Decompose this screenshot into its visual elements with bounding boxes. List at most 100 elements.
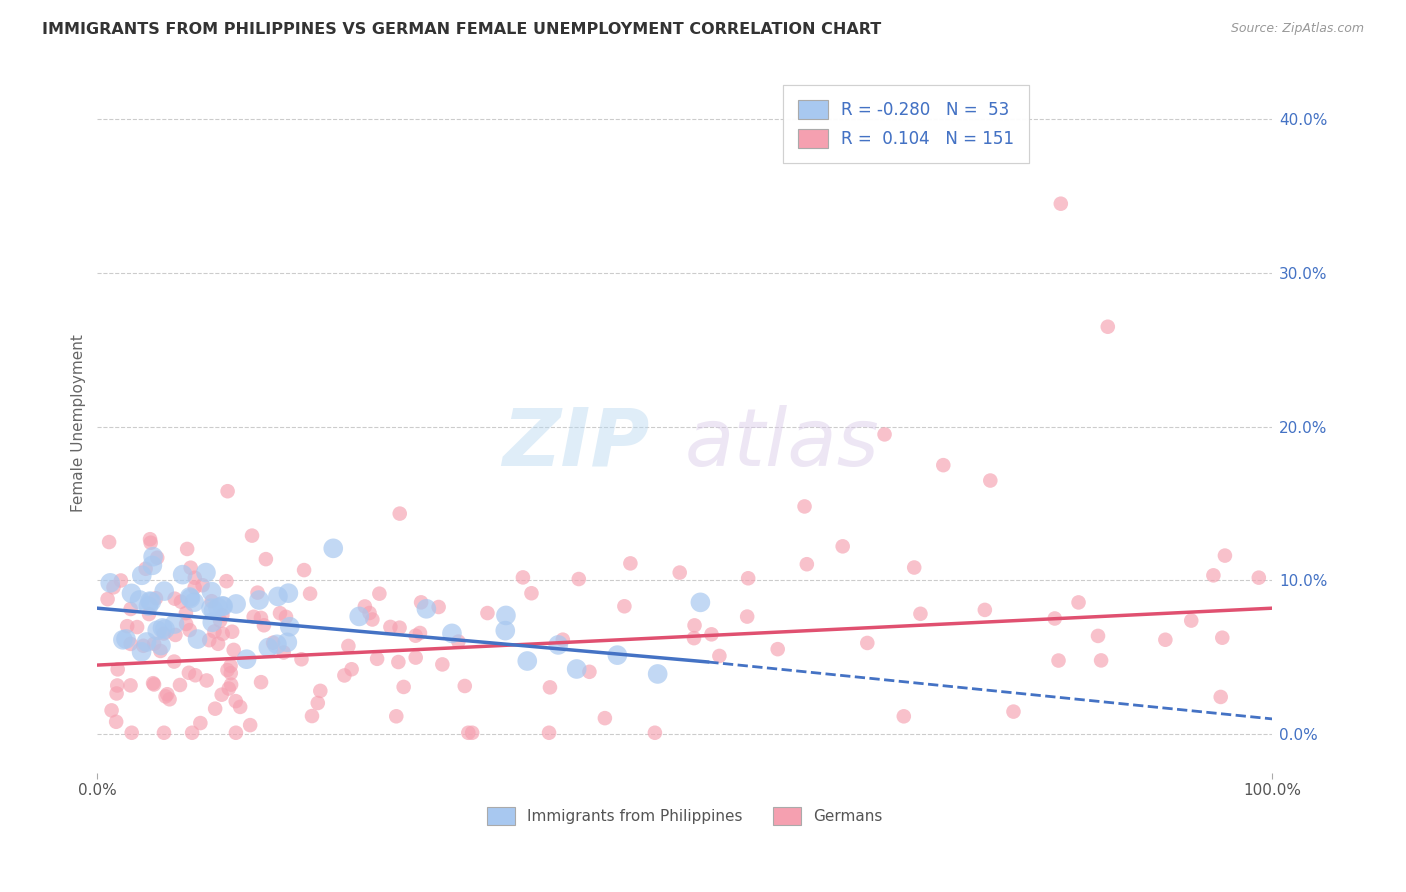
Point <box>910 607 932 621</box>
Point <box>290 652 312 666</box>
Point <box>409 626 432 640</box>
Point <box>195 673 218 688</box>
Point <box>207 637 229 651</box>
Point <box>131 645 153 659</box>
Point <box>98 535 121 549</box>
Point <box>219 666 242 681</box>
Point <box>606 648 628 662</box>
Point <box>333 668 356 682</box>
Point <box>198 633 221 648</box>
Point <box>142 549 165 564</box>
Point <box>454 679 477 693</box>
Point <box>392 680 415 694</box>
Point <box>538 725 561 739</box>
Point <box>156 687 179 701</box>
Point <box>204 624 226 639</box>
Point <box>1047 654 1070 668</box>
Point <box>143 677 166 691</box>
Point <box>138 599 160 613</box>
Point <box>169 678 191 692</box>
Point <box>619 557 641 571</box>
Point <box>141 558 163 573</box>
Point <box>516 654 538 668</box>
Point <box>1247 571 1270 585</box>
Point <box>152 626 174 640</box>
Point <box>146 550 169 565</box>
Text: Source: ZipAtlas.com: Source: ZipAtlas.com <box>1230 22 1364 36</box>
Point <box>578 665 600 679</box>
Point <box>174 606 197 620</box>
Point <box>520 586 543 600</box>
Point <box>152 621 174 635</box>
Point <box>250 611 273 625</box>
Point <box>547 638 569 652</box>
Point <box>551 632 574 647</box>
Point <box>153 622 176 636</box>
Text: IMMIGRANTS FROM PHILIPPINES VS GERMAN FEMALE UNEMPLOYMENT CORRELATION CHART: IMMIGRANTS FROM PHILIPPINES VS GERMAN FE… <box>42 22 882 37</box>
Point <box>211 599 233 613</box>
Point <box>186 632 208 646</box>
Point <box>689 595 711 609</box>
Point <box>180 560 202 574</box>
Point <box>219 678 242 692</box>
Point <box>932 458 955 472</box>
Point <box>1049 196 1071 211</box>
Point <box>366 652 388 666</box>
Point <box>1067 595 1090 609</box>
Point <box>538 681 561 695</box>
Point <box>141 595 163 609</box>
Point <box>225 694 247 708</box>
Point <box>831 539 853 553</box>
Point <box>217 484 239 499</box>
Point <box>163 617 186 632</box>
Point <box>735 609 758 624</box>
Point <box>347 609 370 624</box>
Point <box>153 584 176 599</box>
Point <box>292 563 315 577</box>
Point <box>766 642 789 657</box>
Point <box>127 620 149 634</box>
Point <box>190 716 212 731</box>
Point <box>737 571 759 585</box>
Point <box>1202 568 1225 582</box>
Point <box>120 602 142 616</box>
Point <box>98 575 121 590</box>
Point <box>387 655 409 669</box>
Point <box>139 532 162 546</box>
Point <box>219 658 242 673</box>
Point <box>683 618 706 632</box>
Point <box>204 701 226 715</box>
Point <box>1090 653 1112 667</box>
Point <box>856 636 879 650</box>
Point <box>246 585 269 599</box>
Point <box>267 590 290 604</box>
Point <box>613 599 636 614</box>
Point <box>121 725 143 739</box>
Point <box>211 627 233 641</box>
Point <box>181 725 204 739</box>
Point <box>103 580 125 594</box>
Point <box>240 528 263 542</box>
Point <box>100 703 122 717</box>
Point <box>239 718 262 732</box>
Point <box>115 632 138 646</box>
Point <box>145 591 167 606</box>
Y-axis label: Female Unemployment: Female Unemployment <box>72 334 86 512</box>
Point <box>266 637 288 651</box>
Point <box>432 657 454 672</box>
Point <box>183 595 205 609</box>
Point <box>194 566 217 580</box>
Point <box>1087 629 1109 643</box>
Point <box>903 560 925 574</box>
Point <box>1213 549 1236 563</box>
Point <box>211 688 233 702</box>
Point <box>322 541 344 556</box>
Point <box>179 623 201 637</box>
Point <box>179 590 201 604</box>
Point <box>415 602 437 616</box>
Point <box>163 655 186 669</box>
Point <box>105 714 128 729</box>
Point <box>565 662 588 676</box>
Point <box>97 592 120 607</box>
Point <box>254 552 277 566</box>
